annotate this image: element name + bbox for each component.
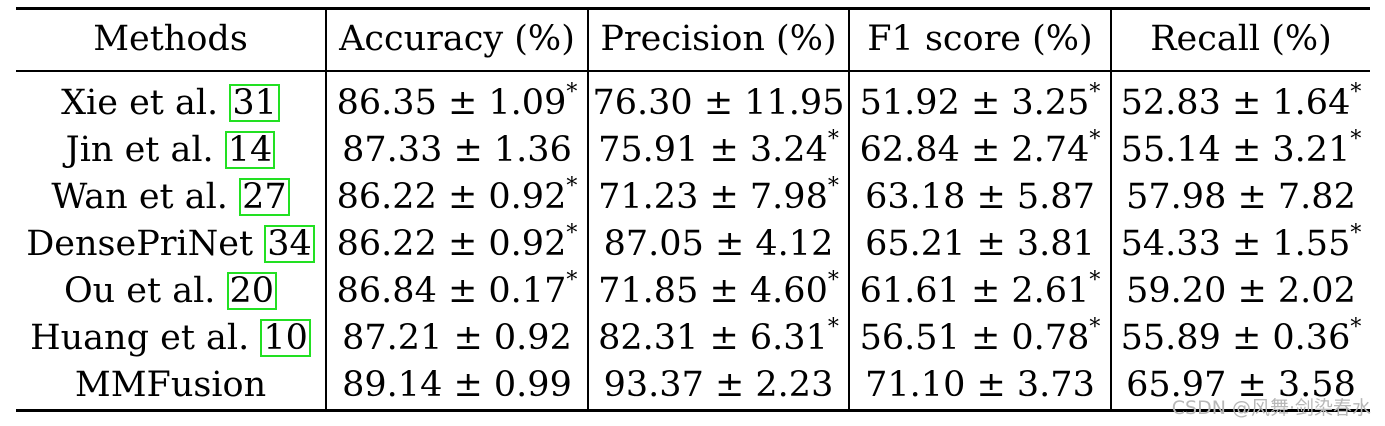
table-row: Wan et al. 27 86.22 ± 0.92* 71.23 ± 7.98… bbox=[16, 173, 1370, 221]
f1-score-cell: 65.21 ± 3.81 bbox=[848, 220, 1111, 268]
recall-cell: 55.89 ± 0.36* bbox=[1110, 314, 1370, 362]
method-cell: DensePriNet 34 bbox=[16, 221, 326, 268]
method-cell: Wan et al. 27 bbox=[16, 174, 326, 221]
recall-cell: 54.33 ± 1.55* bbox=[1110, 220, 1370, 268]
f1-score-cell: 56.51 ± 0.78* bbox=[848, 314, 1111, 362]
table-row: DensePriNet 34 86.22 ± 0.92* 87.05 ± 4.1… bbox=[16, 220, 1370, 268]
recall-cell: 55.14 ± 3.21* bbox=[1110, 126, 1370, 174]
table-row: Xie et al. 31 86.35 ± 1.09* 76.30 ± 11.9… bbox=[16, 70, 1370, 127]
accuracy-cell: 86.35 ± 1.09* bbox=[325, 70, 588, 127]
f1-score-cell: 61.61 ± 2.61* bbox=[848, 267, 1111, 315]
method-name: Ou et al. bbox=[63, 270, 227, 311]
watermark: CSDN @风舞·剑染春水 bbox=[1171, 397, 1371, 419]
method-cell: MMFusion bbox=[16, 361, 326, 412]
precision-cell: 75.91 ± 3.24* bbox=[587, 126, 849, 174]
header-f1-score: F1 score (%) bbox=[848, 7, 1111, 72]
method-name: Jin et al. bbox=[65, 129, 225, 170]
accuracy-cell: 86.22 ± 0.92* bbox=[325, 220, 588, 268]
table-row-proposed: MMFusion 89.14 ± 0.99 93.37 ± 2.23 71.10… bbox=[16, 361, 1370, 412]
accuracy-cell: 87.33 ± 1.36 bbox=[325, 126, 588, 174]
recall-cell: 57.98 ± 7.82 bbox=[1110, 173, 1370, 221]
results-table: Methods Accuracy (%) Precision (%) F1 sc… bbox=[16, 7, 1370, 412]
f1-score-cell: 62.84 ± 2.74* bbox=[848, 126, 1111, 174]
f1-score-cell: 51.92 ± 3.25* bbox=[848, 70, 1111, 127]
accuracy-cell: 86.84 ± 0.17* bbox=[325, 267, 588, 315]
method-name: MMFusion bbox=[74, 364, 267, 405]
citation-link[interactable]: 27 bbox=[239, 177, 290, 216]
recall-cell: 52.83 ± 1.64* bbox=[1110, 70, 1370, 127]
accuracy-cell: 86.22 ± 0.92* bbox=[325, 173, 588, 221]
recall-cell: 59.20 ± 2.02 bbox=[1110, 267, 1370, 315]
f1-score-cell: 71.10 ± 3.73 bbox=[848, 361, 1111, 412]
method-cell: Jin et al. 14 bbox=[16, 127, 326, 174]
header-accuracy: Accuracy (%) bbox=[325, 7, 588, 72]
method-cell: Xie et al. 31 bbox=[16, 71, 326, 127]
accuracy-cell: 89.14 ± 0.99 bbox=[325, 361, 588, 412]
method-name: DensePriNet bbox=[26, 223, 265, 264]
method-name: Xie et al. bbox=[61, 82, 230, 123]
header-recall: Recall (%) bbox=[1110, 7, 1370, 72]
precision-cell: 71.85 ± 4.60* bbox=[587, 267, 849, 315]
f1-score-cell: 63.18 ± 5.87 bbox=[848, 173, 1111, 221]
method-cell: Huang et al. 10 bbox=[16, 315, 326, 362]
citation-link[interactable]: 14 bbox=[224, 130, 276, 169]
citation-link[interactable]: 20 bbox=[226, 271, 278, 310]
header-methods: Methods bbox=[16, 7, 326, 72]
precision-cell: 87.05 ± 4.12 bbox=[587, 220, 849, 268]
citation-link[interactable]: 34 bbox=[264, 224, 315, 263]
citation-link[interactable]: 31 bbox=[229, 83, 280, 122]
table-row: Huang et al. 10 87.21 ± 0.92 82.31 ± 6.3… bbox=[16, 314, 1370, 362]
recall-cell: 65.97 ± 3.58 bbox=[1110, 361, 1370, 412]
header-row: Methods Accuracy (%) Precision (%) F1 sc… bbox=[16, 7, 1370, 72]
method-cell: Ou et al. 20 bbox=[16, 268, 326, 315]
method-name: Huang et al. bbox=[30, 317, 261, 358]
header-precision: Precision (%) bbox=[587, 7, 849, 72]
precision-cell: 82.31 ± 6.31* bbox=[587, 314, 849, 362]
accuracy-cell: 87.21 ± 0.92 bbox=[325, 314, 588, 362]
precision-cell: 71.23 ± 7.98* bbox=[587, 173, 849, 221]
table-row: Jin et al. 14 87.33 ± 1.36 75.91 ± 3.24*… bbox=[16, 126, 1370, 174]
method-name: Wan et al. bbox=[51, 176, 240, 217]
citation-link[interactable]: 10 bbox=[260, 318, 311, 357]
precision-cell: 76.30 ± 11.95 bbox=[587, 70, 849, 127]
table-row: Ou et al. 20 86.84 ± 0.17* 71.85 ± 4.60*… bbox=[16, 267, 1370, 315]
precision-cell: 93.37 ± 2.23 bbox=[587, 361, 849, 412]
